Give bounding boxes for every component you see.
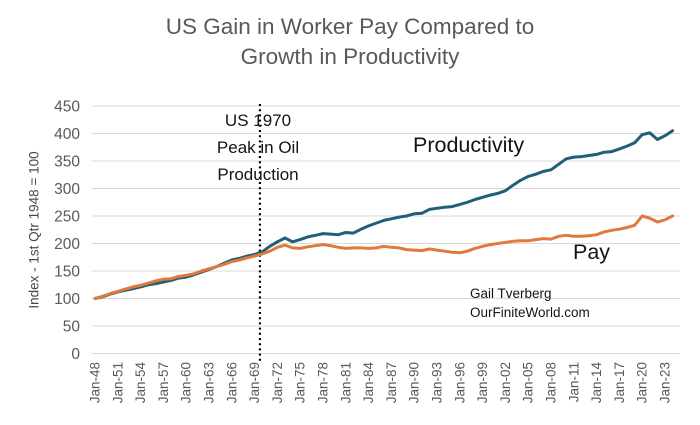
x-tick-label: Jan-75: [293, 362, 308, 403]
x-tick-label: Jan-96: [452, 362, 467, 403]
annotation-line-1: US 1970: [224, 111, 292, 130]
x-tick-label: Jan-90: [407, 362, 422, 403]
x-tick-label: Jan-48: [88, 362, 103, 403]
y-axis-title: Index - 1st Qtr 1948 = 100: [26, 151, 42, 309]
x-tick-label: Jan-66: [224, 362, 239, 403]
series-label-pay: Pay: [573, 240, 611, 264]
credit-text: Gail Tverberg OurFiniteWorld.com: [470, 284, 590, 322]
chart-title-line-1: US Gain in Worker Pay Compared to: [165, 14, 535, 39]
chart-title: US Gain in Worker Pay Compared to Growth…: [0, 12, 700, 72]
y-tick-label: 150: [54, 264, 80, 281]
pay-line: [93, 214, 675, 300]
annotation-us-1970-peak: US 1970 Peak in Oil Production: [217, 107, 299, 188]
x-tick-label: Jan-51: [110, 362, 125, 403]
x-tick-label: Jan-87: [384, 362, 399, 403]
x-tick-label: Jan-57: [156, 362, 171, 403]
x-tick-label: Jan-11: [566, 362, 581, 402]
series-label-productivity: Productivity: [413, 133, 525, 157]
y-tick-label: 450: [54, 99, 80, 116]
x-tick-label: Jan-54: [133, 362, 148, 404]
annotation-line-2: Peak in Oil: [216, 138, 300, 157]
x-tick-label: Jan-84: [361, 362, 376, 404]
x-tick-label: Jan-60: [179, 362, 194, 403]
y-tick-label: 50: [63, 319, 81, 336]
y-tick-label: 200: [54, 236, 80, 253]
x-tick-label: Jan-02: [498, 362, 513, 403]
y-tick-label: 350: [54, 154, 80, 171]
x-tick-label: Jan-93: [430, 362, 445, 403]
x-tick-label: Jan-69: [247, 362, 262, 403]
x-tick-label: Jan-63: [202, 362, 217, 403]
x-tick-label: Jan-99: [475, 362, 490, 403]
x-tick-label: Jan-23: [658, 362, 673, 403]
y-tick-label: 250: [54, 209, 80, 226]
x-tick-label: Jan-81: [338, 362, 353, 403]
x-tick-label: Jan-08: [544, 362, 559, 403]
chart-title-line-2: Growth in Productivity: [240, 44, 460, 69]
x-tick-label: Jan-14: [589, 362, 604, 404]
x-tick-label: Jan-17: [612, 362, 627, 403]
y-tick-label: 100: [54, 291, 80, 308]
credit-author: Gail Tverberg: [470, 286, 552, 301]
x-tick-label: Jan-72: [270, 362, 285, 403]
x-tick-label: Jan-20: [635, 362, 650, 403]
y-tick-label: 300: [54, 181, 80, 198]
y-tick-label: 0: [71, 346, 80, 363]
annotation-line-3: Production: [217, 165, 299, 184]
productivity-line: [93, 129, 675, 300]
credit-site: OurFiniteWorld.com: [470, 305, 590, 320]
y-tick-label: 400: [54, 126, 80, 143]
x-tick-label: Jan-78: [316, 362, 331, 403]
x-tick-label: Jan-05: [521, 362, 536, 403]
